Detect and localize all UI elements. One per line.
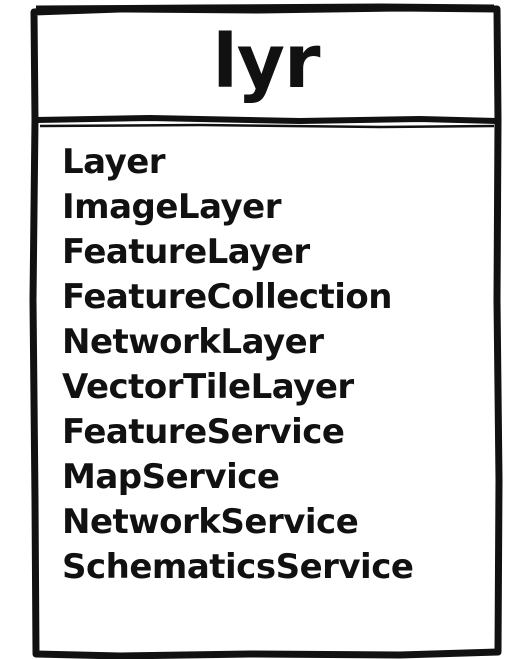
list-item-layer: Layer: [62, 142, 166, 182]
list-item-featurelayer: FeatureLayer: [62, 232, 310, 272]
list-item-networkservice: NetworkService: [62, 502, 359, 542]
list-item-schematicsservice: SchematicsService: [62, 547, 414, 587]
list-item-featurecollection: FeatureCollection: [62, 277, 392, 317]
list-item-networklayer: NetworkLayer: [62, 322, 324, 362]
class-title: lyr: [212, 19, 320, 105]
list-item-featureservice: FeatureService: [62, 412, 345, 452]
list-item-imagelayer: ImageLayer: [62, 187, 281, 227]
list-item-vectortilelayer: VectorTileLayer: [62, 367, 354, 407]
class-member-list: Layer ImageLayer FeatureLayer FeatureCol…: [62, 140, 414, 590]
list-item-mapservice: MapService: [62, 457, 280, 497]
